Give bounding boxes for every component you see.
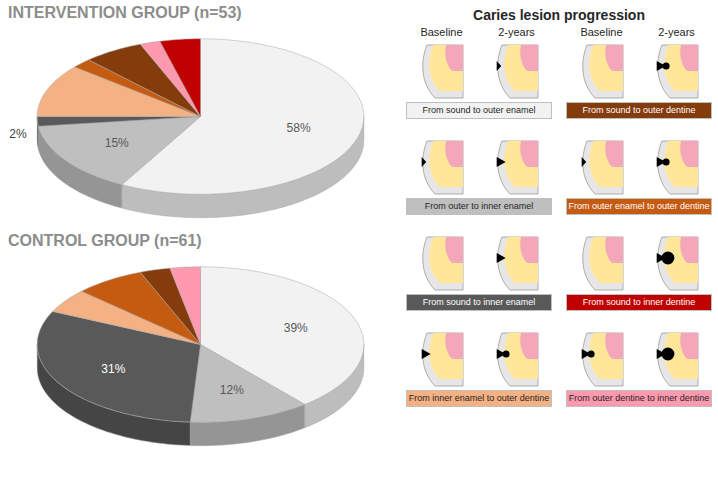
html-text:Baseline: Baseline (580, 26, 623, 38)
html-text:INTERVENTION GROUP (n=53): INTERVENTION GROUP (n=53) (8, 4, 242, 21)
html-text:Caries lesion progression: Caries lesion progression (473, 7, 645, 23)
html-text:From sound to inner dentine: From sound to inner dentine (582, 297, 696, 307)
html-text:From sound to inner enamel: From sound to inner enamel (422, 297, 536, 307)
html-text:From inner enamel to outer den: From inner enamel to outer dentine (408, 393, 550, 403)
html-text:2-years: 2-years (498, 26, 535, 38)
svg-text:31%: 31% (101, 362, 125, 376)
html-text:From outer to inner enamel: From outer to inner enamel (424, 201, 534, 211)
svg-text:2%: 2% (9, 127, 27, 141)
html-text:Baseline: Baseline (420, 26, 463, 38)
html-text:From sound to outer dentine: From sound to outer dentine (582, 105, 696, 115)
svg-text:58%: 58% (287, 121, 311, 135)
svg-text:39%: 39% (284, 321, 308, 335)
svg-text:15%: 15% (105, 136, 129, 150)
html-text:CONTROL GROUP (n=61): CONTROL GROUP (n=61) (8, 232, 202, 249)
svg-text:12%: 12% (220, 383, 244, 397)
html-text:From outer enamel to outer den: From outer enamel to outer dentine (568, 201, 710, 211)
html-text:2-years: 2-years (658, 26, 695, 38)
html-text:From outer dentine to inner de: From outer dentine to inner dentine (568, 393, 710, 403)
html-text:From sound to outer enamel: From sound to outer enamel (422, 105, 536, 115)
